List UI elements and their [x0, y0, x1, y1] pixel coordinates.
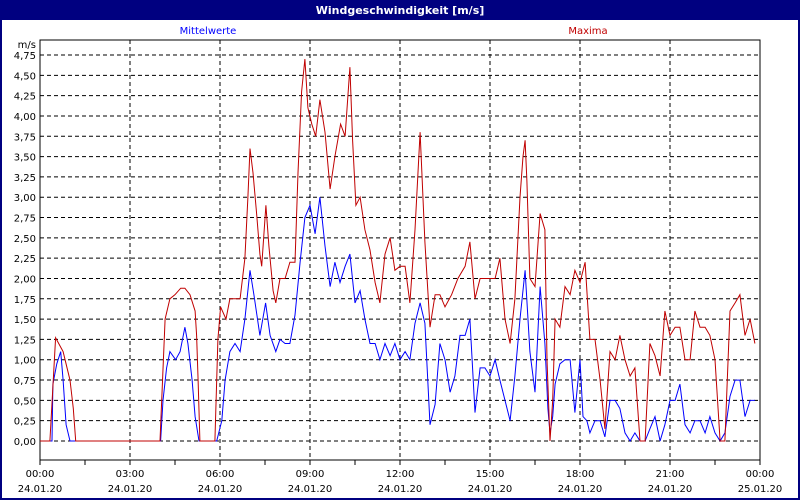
y-tick-label: 1,50 — [14, 315, 36, 326]
y-tick-label: 0,00 — [14, 437, 36, 448]
series-line-maxima — [40, 59, 756, 442]
x-tick-date: 24.01.20 — [288, 484, 333, 495]
y-tick-label: 2,25 — [14, 254, 36, 265]
y-tick-label: 4,75 — [14, 51, 36, 62]
x-tick-time: 21:00 — [656, 469, 685, 480]
y-tick-label: 1,00 — [14, 356, 36, 367]
x-tick-date: 24.01.20 — [108, 484, 153, 495]
x-tick-date: 24.01.20 — [558, 484, 603, 495]
y-tick-label: 4,00 — [14, 112, 36, 123]
x-tick-time: 12:00 — [386, 469, 415, 480]
x-tick-time: 15:00 — [476, 469, 505, 480]
y-tick-label: 3,50 — [14, 153, 36, 164]
x-tick-time: 09:00 — [296, 469, 325, 480]
axes: 0,00 0,25 0,50 0,75 1,00 1,25 1,50 1,75 2,00 2,25… — [14, 39, 783, 495]
y-axis-label: m/s — [18, 40, 36, 51]
y-tick-label: 4,50 — [14, 71, 36, 82]
x-tick-time: 06:00 — [206, 469, 235, 480]
y-tick-label: 1,25 — [14, 335, 36, 346]
x-tick-date: 25.01.20 — [738, 484, 783, 495]
x-tick-date: 24.01.20 — [648, 484, 693, 495]
x-tick-time: 00:00 — [26, 469, 55, 480]
grid — [40, 40, 760, 460]
x-tick-time: 18:00 — [566, 469, 595, 480]
y-tick-label: 3,75 — [14, 132, 36, 143]
y-tick-label: 2,75 — [14, 214, 36, 225]
window-title: Windgeschwindigkeit [m/s] — [2, 2, 798, 20]
x-tick-time: 00:00 — [746, 469, 775, 480]
legend-mittelwerte: Mittelwerte — [180, 26, 237, 37]
y-tick-label: 4,25 — [14, 92, 36, 103]
y-tick-label: 2,50 — [14, 234, 36, 245]
series-lines — [39, 59, 756, 442]
legend-maxima: Maxima — [568, 26, 607, 37]
x-tick-date: 24.01.20 — [198, 484, 243, 495]
y-tick-label: 3,00 — [14, 193, 36, 204]
y-tick-label: 0,25 — [14, 417, 36, 428]
x-tick-date: 24.01.20 — [378, 484, 423, 495]
x-tick-time: 03:00 — [116, 469, 145, 480]
y-tick-label: 2,00 — [14, 274, 36, 285]
series-line-mittelwerte — [40, 197, 755, 442]
x-tick-date: 24.01.20 — [18, 484, 63, 495]
y-tick-label: 1,75 — [14, 295, 36, 306]
x-tick-date: 24.01.20 — [468, 484, 513, 495]
plot-frame — [39, 39, 761, 461]
y-tick-label: 3,25 — [14, 173, 36, 184]
y-tick-label: 0,50 — [14, 396, 36, 407]
y-tick-label: 0,75 — [14, 376, 36, 387]
